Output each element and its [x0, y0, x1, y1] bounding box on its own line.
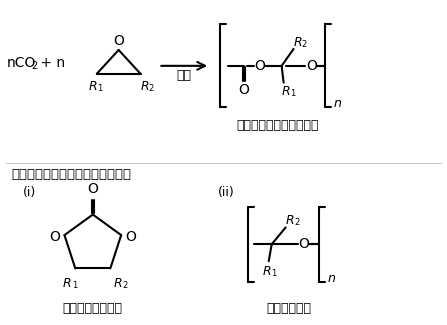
Text: + n: + n — [36, 56, 65, 70]
Text: n: n — [333, 97, 341, 110]
Text: 2: 2 — [31, 61, 38, 71]
Text: R: R — [281, 85, 290, 98]
Text: R: R — [114, 277, 122, 290]
Text: O: O — [49, 230, 60, 244]
Text: R: R — [140, 80, 149, 93]
Text: O: O — [298, 237, 309, 251]
Text: R: R — [285, 214, 294, 227]
Text: 2: 2 — [302, 40, 307, 48]
Text: (i): (i) — [23, 186, 37, 199]
Text: O: O — [113, 34, 124, 48]
Text: R: R — [262, 265, 271, 278]
Text: 1: 1 — [271, 268, 276, 278]
Text: 1: 1 — [72, 281, 77, 290]
Text: n: n — [327, 271, 335, 284]
Text: 環状カーボネート: 環状カーボネート — [63, 302, 123, 315]
Text: 2: 2 — [149, 84, 154, 93]
Text: R: R — [293, 35, 302, 48]
Text: nCO: nCO — [6, 56, 36, 70]
Text: 2: 2 — [122, 281, 128, 290]
Text: 2: 2 — [294, 218, 299, 227]
Text: 1: 1 — [290, 89, 295, 98]
Text: 競合する副反応で得られる生成物: 競合する副反応で得られる生成物 — [11, 168, 131, 181]
Text: O: O — [306, 59, 317, 73]
Text: R: R — [63, 277, 72, 290]
Text: (ii): (ii) — [218, 186, 235, 199]
Text: O: O — [87, 182, 98, 196]
Text: O: O — [254, 59, 265, 73]
Text: O: O — [238, 83, 249, 97]
Text: 触媒: 触媒 — [177, 69, 192, 82]
Text: O: O — [126, 230, 136, 244]
Text: 脂肪族ポリカーボネート: 脂肪族ポリカーボネート — [236, 119, 319, 132]
Text: R: R — [89, 80, 97, 93]
Text: 1: 1 — [97, 84, 102, 93]
Text: ポリエーテル: ポリエーテル — [266, 302, 311, 315]
